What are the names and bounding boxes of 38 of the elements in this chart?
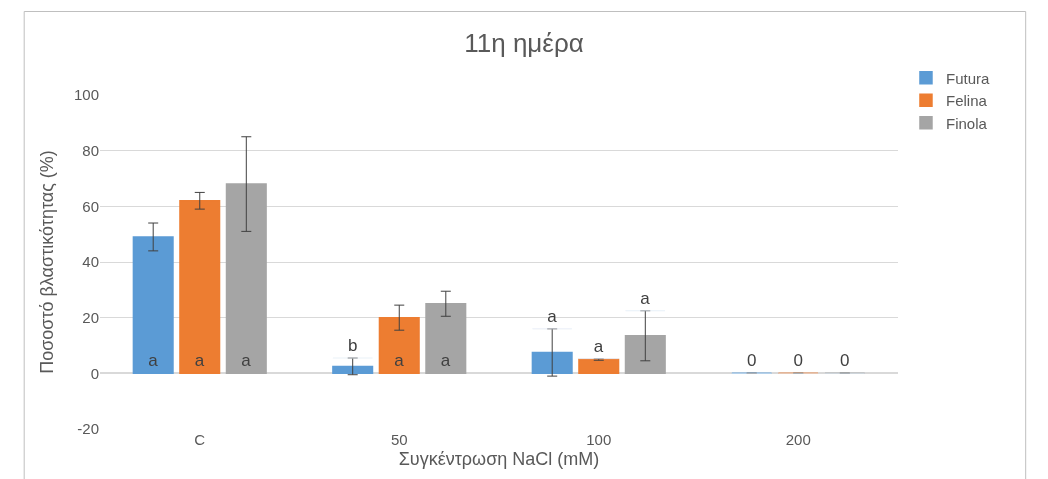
bar [332, 365, 374, 375]
data-label: 0 [840, 351, 850, 371]
data-label: a [394, 351, 405, 371]
bar [378, 316, 420, 375]
legend-label: Futura [945, 69, 990, 87]
data-label: a [547, 306, 558, 326]
bar [132, 236, 174, 375]
bar [531, 351, 573, 375]
x-tick-label: 50 [390, 431, 408, 448]
x-tick-label: C [194, 431, 206, 448]
y-tick-label: 0 [90, 364, 99, 382]
y-tick-label: 20 [82, 308, 99, 326]
data-label: a [440, 351, 451, 371]
bar [425, 303, 467, 375]
bar [179, 200, 221, 375]
bar [578, 358, 620, 375]
y-tick-label: 60 [82, 197, 99, 215]
y-tick-label: -20 [77, 420, 99, 438]
bar [624, 335, 666, 375]
bar [225, 183, 267, 375]
data-label: 0 [746, 351, 757, 371]
data-label: a [241, 351, 252, 371]
data-label: a [194, 351, 205, 371]
y-tick-label: 80 [82, 141, 99, 159]
x-axis-title: Συγκέντρωση NaCl (mM) [398, 449, 600, 470]
x-tick-label: 100 [586, 431, 612, 448]
legend-label: Felina [945, 92, 988, 110]
data-label: 0 [793, 351, 803, 371]
data-label: b [347, 336, 358, 356]
y-axis-title: Ποσοστό βλαστικότητας (%) [37, 150, 58, 374]
data-label: a [148, 351, 159, 371]
data-label: a [593, 336, 604, 356]
x-tick-label: 200 [785, 431, 811, 448]
y-tick-label: 100 [73, 86, 99, 104]
chart-title: 11η ημέρα [464, 27, 584, 58]
data-label: a [640, 288, 651, 308]
legend-label: Finola [945, 114, 988, 132]
y-tick-label: 40 [82, 253, 99, 271]
